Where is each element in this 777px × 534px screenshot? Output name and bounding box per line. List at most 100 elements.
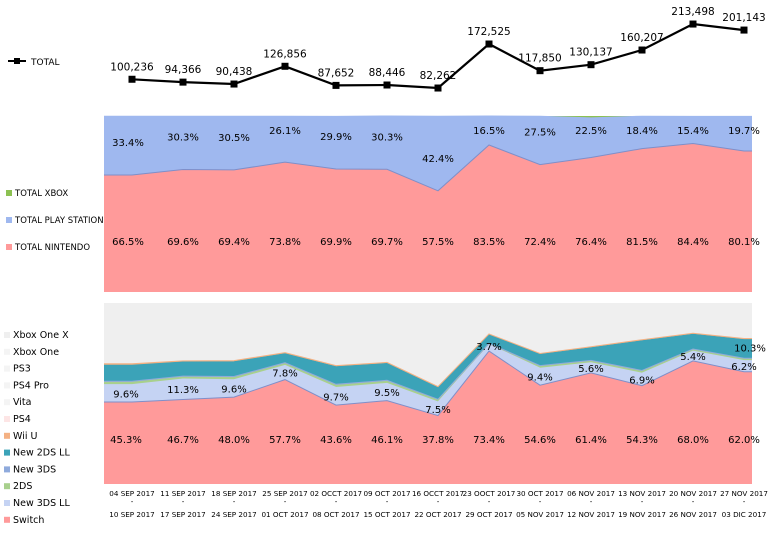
week-end-label-5: 15 OCT 2017 [363, 510, 410, 519]
device-label-switch-5: 46.1% [371, 435, 403, 446]
device-edge-wii-u [104, 332, 752, 388]
device-legend-label-2ds: 2DS [13, 481, 32, 492]
share-label-total-nintendo-4: 69.9% [320, 237, 352, 248]
device-legend-marker-ps4 [4, 416, 10, 422]
share-label-total-nintendo-1: 69.6% [167, 237, 199, 248]
data-point-total-9 [587, 61, 595, 69]
share-label-total-play-station-0: 33.4% [112, 138, 144, 149]
device-label-new-3ds-ll-11: 5.4% [680, 352, 705, 363]
week-end-label-4: 08 OCT 2017 [312, 510, 359, 519]
device-label-switch-9: 61.4% [575, 435, 607, 446]
week-end-label-9: 12 NOV 2017 [567, 510, 615, 519]
week-dash-label-6: - [437, 497, 440, 506]
data-label-total-5: 88,446 [369, 67, 406, 79]
device-label-switch-4: 43.6% [320, 435, 352, 446]
data-point-total-12 [740, 26, 748, 34]
share-label-total-nintendo-3: 73.8% [269, 237, 301, 248]
share-area-total-play-station [104, 116, 752, 191]
week-start-label-6: 16 OCCT 2017 [412, 489, 464, 498]
share-label-total-nintendo-12: 80.1% [728, 237, 760, 248]
week-start-label-1: 11 SEP 2017 [160, 489, 205, 498]
device-area-switch [104, 351, 752, 484]
week-start-label-11: 20 NOV 2017 [669, 489, 717, 498]
week-end-label-6: 22 OCT 2017 [414, 510, 461, 519]
device-legend-label-switch: Switch [13, 515, 44, 526]
device-label-switch-3: 57.7% [269, 435, 301, 446]
device-label-new-2ds-ll-12: 10.3% [734, 344, 766, 355]
data-label-total-12: 201,143 [722, 12, 765, 24]
week-start-label-7: 23 OOCT 2017 [463, 489, 516, 498]
data-label-total-3: 126,856 [263, 48, 307, 60]
week-dash-label-4: - [335, 497, 338, 506]
device-legend-label-ps3: PS3 [13, 364, 31, 375]
device-label-new-3ds-ll-3: 7.8% [272, 369, 297, 380]
device-edge-new-3ds [104, 342, 752, 400]
data-label-total-6: 82,262 [420, 70, 457, 82]
week-dash-label-8: - [539, 497, 542, 506]
week-end-label-3: 01 OCT 2017 [261, 510, 308, 519]
device-label-switch-11: 68.0% [677, 435, 709, 446]
share-legend-label-total-xbox: TOTAL XBOX [14, 189, 68, 199]
week-dash-label-10: - [641, 497, 644, 506]
share-label-total-nintendo-8: 72.4% [524, 237, 556, 248]
week-start-label-8: 30 OCT 2017 [516, 489, 563, 498]
week-start-label-3: 25 SEP 2017 [262, 489, 307, 498]
share-label-total-nintendo-0: 66.5% [112, 237, 144, 248]
device-label-switch-1: 46.7% [167, 435, 199, 446]
week-dash-label-11: - [692, 497, 695, 506]
share-label-total-nintendo-7: 83.5% [473, 237, 505, 248]
data-label-total-9: 130,137 [569, 47, 612, 59]
data-point-total-10 [638, 46, 646, 54]
week-end-label-11: 26 NOV 2017 [669, 510, 717, 519]
share-label-total-nintendo-11: 84.4% [677, 237, 709, 248]
week-end-label-12: 03 DIC 2017 [722, 510, 767, 519]
week-start-label-4: 02 OCCT 2017 [310, 489, 362, 498]
share-edge-total-play-station [104, 115, 752, 119]
legend-label-total: TOTAL [30, 58, 60, 68]
week-start-label-12: 27 NOV 2017 [720, 489, 768, 498]
share-legend-label-total-play-station: TOTAL PLAY STATION [14, 216, 104, 226]
device-legend-marker-new-3ds [4, 466, 10, 473]
device-legend-marker-new-2ds-ll [4, 449, 10, 456]
week-end-label-1: 17 SEP 2017 [160, 510, 205, 519]
device-edge-new-3ds-ll [104, 343, 752, 403]
device-label-switch-6: 37.8% [422, 435, 454, 446]
device-label-new-3ds-ll-8: 9.4% [527, 373, 552, 384]
data-point-total-5 [383, 81, 391, 89]
share-label-total-play-station-1: 30.3% [167, 133, 199, 144]
device-legend-label-wii-u: Wii U [13, 431, 37, 442]
device-area-xbox-one-x [104, 303, 752, 387]
data-label-total-4: 87,652 [318, 67, 355, 79]
device-label-new-3ds-ll-5: 9.5% [374, 388, 399, 399]
week-end-label-10: 19 NOV 2017 [618, 510, 666, 519]
week-start-label-9: 06 NOV 2017 [567, 489, 615, 498]
device-label-switch-7: 73.4% [473, 435, 505, 446]
share-label-total-play-station-11: 15.4% [677, 126, 709, 137]
device-label-new-3ds-ll-9: 5.6% [578, 364, 603, 375]
share-label-total-nintendo-2: 69.4% [218, 237, 250, 248]
device-legend-label-xbox-one: Xbox One [13, 347, 59, 358]
device-legend-label-new-3ds-ll: New 3DS LL [13, 498, 70, 509]
device-label-new-3ds-ll-0: 9.6% [113, 389, 138, 400]
week-start-label-0: 04 SEP 2017 [109, 489, 154, 498]
device-legend-marker-switch [4, 516, 10, 523]
share-label-total-play-station-7: 16.5% [473, 126, 505, 137]
device-area-new-2ds-ll [104, 334, 752, 400]
device-label-new-3ds-ll-4: 9.7% [323, 392, 348, 403]
share-label-total-play-station-6: 42.4% [422, 154, 454, 165]
device-edge-2ds [104, 343, 752, 401]
week-start-label-2: 18 SEP 2017 [211, 489, 256, 498]
device-legend-marker-ps4-pro [4, 382, 10, 389]
device-legend-marker-2ds [4, 483, 10, 490]
data-point-total-6 [434, 84, 442, 92]
device-label-new-3ds-ll-1: 11.3% [167, 385, 199, 396]
data-label-total-2: 90,438 [216, 66, 253, 78]
week-end-label-7: 29 OCT 2017 [465, 510, 512, 519]
week-start-label-10: 13 NOV 2017 [618, 489, 666, 498]
share-label-total-play-station-12: 19.7% [728, 126, 760, 137]
device-label-switch-0: 45.3% [110, 435, 142, 446]
device-legend-label-ps4: PS4 [13, 414, 31, 425]
share-label-total-play-station-10: 18.4% [626, 126, 658, 137]
device-legend-marker-vita [4, 399, 10, 406]
week-dash-label-1: - [182, 497, 185, 506]
